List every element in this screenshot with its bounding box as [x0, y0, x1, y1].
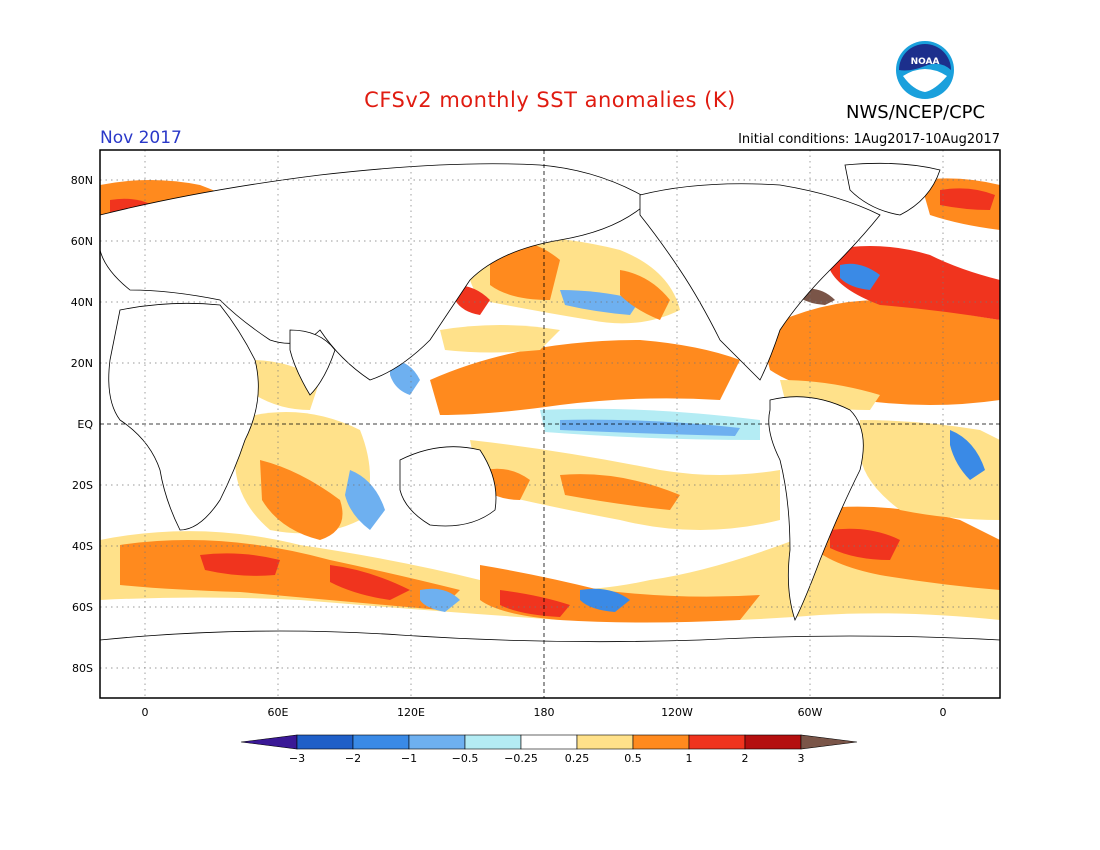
colorbar-swatch	[744, 734, 802, 750]
lon-label: 60W	[798, 706, 823, 719]
lon-label: 60E	[268, 706, 289, 719]
colorbar: −3 −2 −1 −0.5 −0.25 0.25 0.5 1 2 3	[240, 734, 858, 765]
anomaly-fields	[100, 178, 1000, 623]
lat-label: 60S	[72, 601, 93, 614]
eurasia-outline	[100, 163, 651, 381]
colorbar-tick-label: −3	[289, 752, 305, 765]
map-title: CFSv2 monthly SST anomalies (K)	[364, 88, 736, 112]
lat-label: 60N	[71, 235, 93, 248]
colorbar-swatch	[632, 734, 690, 750]
north-america-outline	[639, 183, 881, 381]
colorbar-tick-label: 0.5	[624, 752, 642, 765]
map-frame	[99, 149, 1001, 699]
forecast-month: Nov 2017	[100, 128, 182, 148]
colorbar-swatch	[576, 734, 634, 750]
colorbar-arrow-low	[240, 734, 298, 750]
lat-label: 40N	[71, 296, 93, 309]
reference-lines	[100, 150, 1000, 698]
lat-label: 20S	[72, 479, 93, 492]
lat-label: 80N	[71, 174, 93, 187]
colorbar-swatch	[464, 734, 522, 750]
lat-label: EQ	[77, 418, 93, 431]
colorbar-tick-label: −1	[401, 752, 417, 765]
initial-conditions: Initial conditions: 1Aug2017-10Aug2017	[738, 132, 1000, 147]
colorbar-tick-label: 1	[686, 752, 693, 765]
colorbar-swatch	[296, 734, 354, 750]
colorbar-arrow-high	[800, 734, 858, 750]
lat-label: 40S	[72, 540, 93, 553]
india-outline	[289, 329, 336, 396]
colorbar-swatch	[408, 734, 466, 750]
lat-label: 20N	[71, 357, 93, 370]
colorbar-swatch	[352, 734, 410, 750]
colorbar-tick-label: 3	[798, 752, 805, 765]
sst-anomaly-map	[100, 150, 1000, 698]
colorbar-tick-label: −0.5	[452, 752, 479, 765]
lon-label: 180	[534, 706, 555, 719]
australia-outline	[399, 446, 497, 527]
lon-label: 120W	[661, 706, 693, 719]
africa-outline	[108, 302, 259, 531]
south-america-outline	[768, 396, 864, 622]
continents	[100, 162, 1000, 698]
svg-text:NOAA: NOAA	[911, 57, 940, 67]
lon-label: 120E	[397, 706, 425, 719]
lat-label: 80S	[72, 662, 93, 675]
latitude-labels: 80N 60N 40N 20N EQ 20S 40S 60S 80S	[71, 174, 94, 675]
antarctica-outline	[100, 630, 1000, 698]
agency-label: NWS/NCEP/CPC	[846, 102, 986, 123]
lon-label: 0	[142, 706, 149, 719]
colorbar-swatch	[520, 734, 578, 750]
noaa-logo-icon: NOAA	[896, 41, 954, 99]
longitude-labels: 0 60E 120E 180 120W 60W 0	[142, 706, 947, 719]
graticule	[100, 150, 1000, 698]
colorbar-tick-label: −0.25	[504, 752, 538, 765]
lon-label: 0	[940, 706, 947, 719]
greenland-outline	[844, 162, 941, 216]
colorbar-tick-label: 0.25	[565, 752, 590, 765]
colorbar-tick-label: 2	[742, 752, 749, 765]
colorbar-tick-label: −2	[345, 752, 361, 765]
colorbar-swatch	[688, 734, 746, 750]
